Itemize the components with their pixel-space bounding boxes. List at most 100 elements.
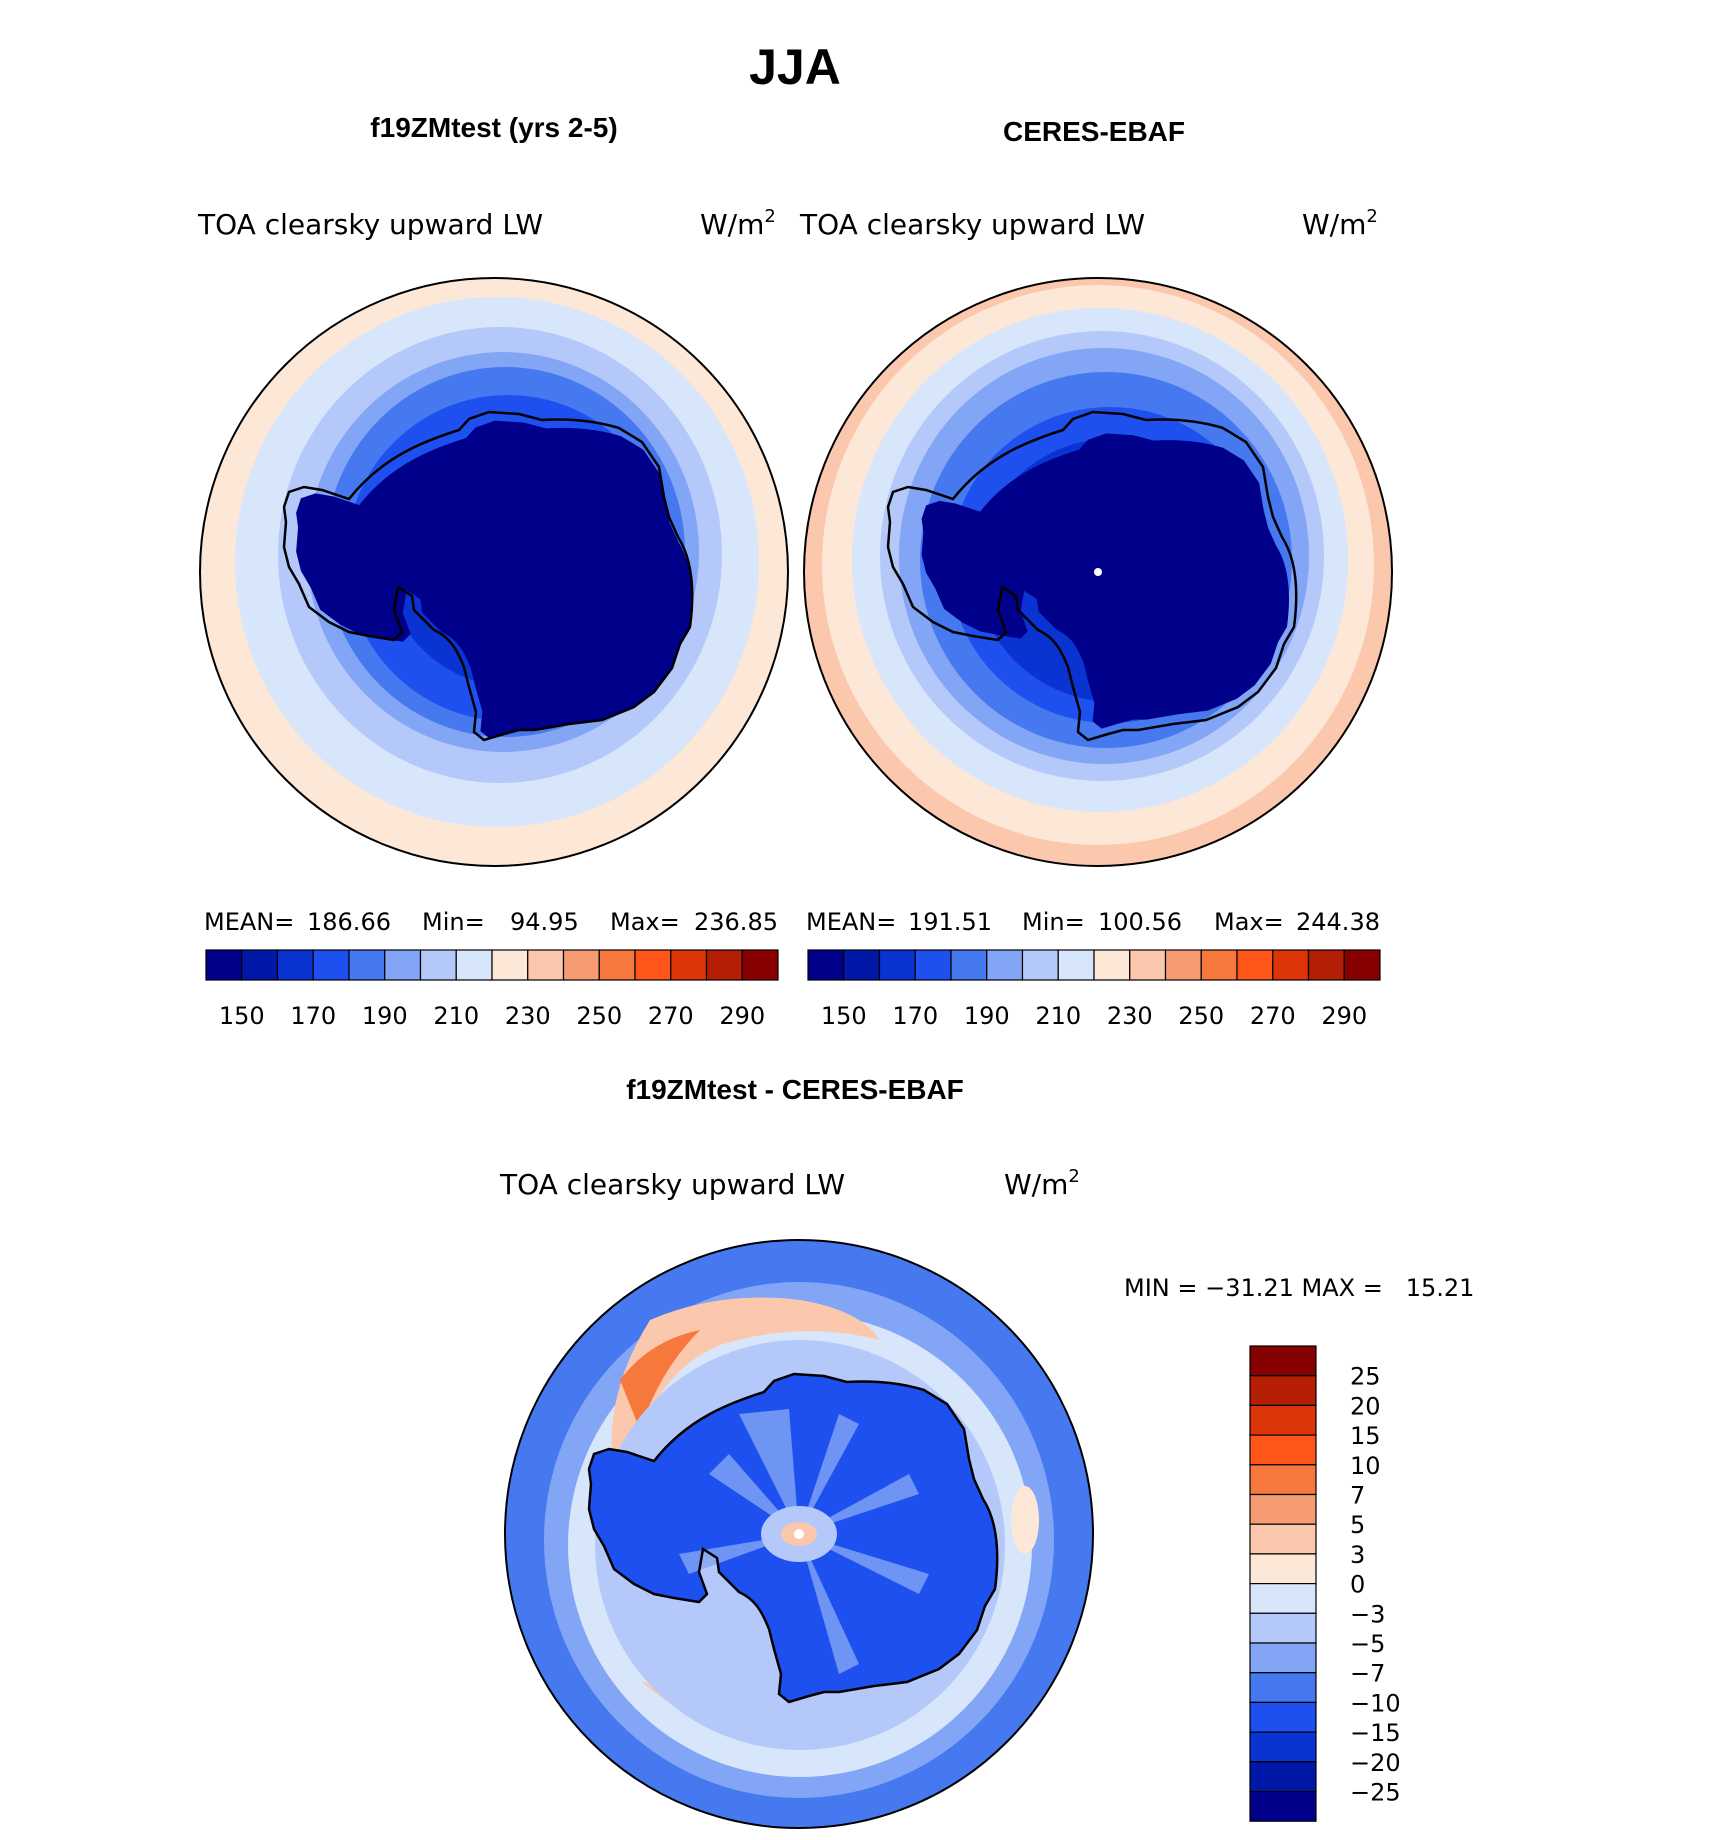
left-colorbar-tick-label: 270 <box>648 1002 694 1030</box>
svg-text:100.56: 100.56 <box>1098 908 1182 936</box>
left-colorbar-tick-label: 190 <box>362 1002 408 1030</box>
left-colorbar-tick-label: 210 <box>433 1002 479 1030</box>
left-colorbar-tick-label: 150 <box>219 1002 265 1030</box>
svg-text:Max=: Max= <box>610 908 680 936</box>
left-colorbar-swatch <box>527 949 565 981</box>
svg-text:94.95: 94.95 <box>510 908 579 936</box>
right-colorbar-swatch <box>914 949 952 981</box>
svg-text:236.85: 236.85 <box>694 908 778 936</box>
left-colorbar-swatch <box>419 949 457 981</box>
left-colorbar-swatch <box>384 949 422 981</box>
right-colorbar-tick-label: 170 <box>892 1002 938 1030</box>
right-colorbar-swatch <box>986 949 1024 981</box>
diff-colorbar-tick-label: 7 <box>1350 1482 1365 1510</box>
right-colorbar: 150 170 190 210 230 250 270 290 <box>807 949 1381 1030</box>
right-colorbar-swatch <box>1343 949 1381 981</box>
right-colorbar-swatch <box>843 949 881 981</box>
diff-colorbar-swatch <box>1249 1582 1317 1614</box>
right-colorbar-swatch <box>1164 949 1202 981</box>
diff-colorbar-swatch <box>1249 1464 1317 1496</box>
right-stats: MEAN= 191.51 Min= 100.56 Max= 244.38 <box>806 908 1380 936</box>
diff-colorbar-tick-label: −5 <box>1350 1630 1385 1658</box>
right-colorbar-tick-label: 290 <box>1321 1002 1367 1030</box>
diff-colorbar-tick-label: 15 <box>1350 1422 1381 1450</box>
right-colorbar-swatch <box>1272 949 1310 981</box>
left-colorbar-swatch <box>491 949 529 981</box>
left-colorbar-swatch <box>241 949 279 981</box>
diff-colorbar-tick-label: −7 <box>1350 1660 1385 1688</box>
left-colorbar: 150 170 190 210 230 250 270 290 <box>205 949 779 1030</box>
right-colorbar-swatch <box>1307 949 1345 981</box>
diff-colorbar-tick-label: 3 <box>1350 1541 1365 1569</box>
left-colorbar-swatch <box>741 949 779 981</box>
diff-colorbar-swatch <box>1249 1345 1317 1377</box>
diff-colorbar-swatch <box>1249 1434 1317 1466</box>
right-colorbar-swatch <box>807 949 845 981</box>
left-colorbar-swatch <box>205 949 243 981</box>
right-colorbar-swatch <box>1021 949 1059 981</box>
diff-colorbar-swatch <box>1249 1404 1317 1436</box>
left-colorbar-tick-label: 230 <box>505 1002 551 1030</box>
left-colorbar-tick-label: 290 <box>719 1002 765 1030</box>
diff-colorbar-swatch <box>1249 1701 1317 1733</box>
diff-colorbar-swatch <box>1249 1790 1317 1822</box>
svg-text:MEAN=: MEAN= <box>806 908 896 936</box>
svg-text:MEAN=: MEAN= <box>204 908 294 936</box>
svg-text:Max=: Max= <box>1214 908 1284 936</box>
svg-text:244.38: 244.38 <box>1296 908 1380 936</box>
right-colorbar-swatch <box>950 949 988 981</box>
main-title: JJA <box>749 39 841 95</box>
left-colorbar-swatch <box>705 949 743 981</box>
right-units-label: W/m2 <box>1302 206 1378 241</box>
svg-text:191.51: 191.51 <box>908 908 992 936</box>
left-colorbar-swatch <box>634 949 672 981</box>
diff-colorbar-swatch <box>1249 1642 1317 1674</box>
left-colorbar-swatch <box>348 949 386 981</box>
diff-colorbar-tick-label: −15 <box>1350 1719 1401 1747</box>
diff-colorbar-swatch <box>1249 1612 1317 1644</box>
left-colorbar-swatch <box>670 949 708 981</box>
diff-colorbar-tick-label: −10 <box>1350 1689 1401 1717</box>
left-colorbar-tick-label: 250 <box>576 1002 622 1030</box>
diff-map-border <box>504 1239 1094 1829</box>
diff-colorbar-tick-label: 10 <box>1350 1452 1381 1480</box>
svg-text:186.66: 186.66 <box>307 908 391 936</box>
left-colorbar-swatch <box>312 949 350 981</box>
left-panel-title: f19ZMtest (yrs 2-5) <box>370 112 617 143</box>
left-colorbar-tick-label: 170 <box>290 1002 336 1030</box>
left-colorbar-swatch <box>598 949 636 981</box>
right-colorbar-swatch <box>878 949 916 981</box>
left-map-border <box>199 277 789 867</box>
diff-colorbar-swatch <box>1249 1553 1317 1585</box>
left-variable-label: TOA clearsky upward LW <box>197 208 543 241</box>
diff-variable-label: TOA clearsky upward LW <box>499 1168 845 1201</box>
left-stats: MEAN= 186.66 Min= 94.95 Max= 236.85 <box>204 908 778 936</box>
right-colorbar-tick-label: 270 <box>1250 1002 1296 1030</box>
diff-polar-map <box>505 1240 1093 1828</box>
diff-colorbar-tick-label: −25 <box>1350 1779 1401 1807</box>
right-colorbar-swatch <box>1236 949 1274 981</box>
diff-colorbar-swatch <box>1249 1493 1317 1525</box>
left-colorbar-swatch <box>455 949 493 981</box>
svg-text:Min=: Min= <box>1022 908 1085 936</box>
diff-colorbar-tick-label: 25 <box>1350 1363 1381 1391</box>
diff-units-label: W/m2 <box>1004 1166 1080 1201</box>
right-polar-map <box>804 278 1392 866</box>
diff-colorbar-tick-label: 0 <box>1350 1571 1365 1599</box>
right-colorbar-swatch <box>1093 949 1131 981</box>
right-colorbar-tick-label: 250 <box>1178 1002 1224 1030</box>
diff-colorbar-tick-label: 5 <box>1350 1511 1365 1539</box>
svg-text:Min=: Min= <box>422 908 485 936</box>
right-map-border <box>803 277 1393 867</box>
diff-colorbar-tick-label: −20 <box>1350 1749 1401 1777</box>
left-units-label: W/m2 <box>700 206 776 241</box>
left-colorbar-swatch <box>562 949 600 981</box>
right-colorbar-tick-label: 150 <box>821 1002 867 1030</box>
right-colorbar-tick-label: 230 <box>1107 1002 1153 1030</box>
diff-colorbar-swatch <box>1249 1523 1317 1555</box>
diff-colorbar-tick-label: −3 <box>1350 1600 1385 1628</box>
diff-min-max: MIN = −31.21 MAX = 15.21 <box>1124 1274 1474 1302</box>
diff-colorbar-swatch <box>1249 1375 1317 1406</box>
